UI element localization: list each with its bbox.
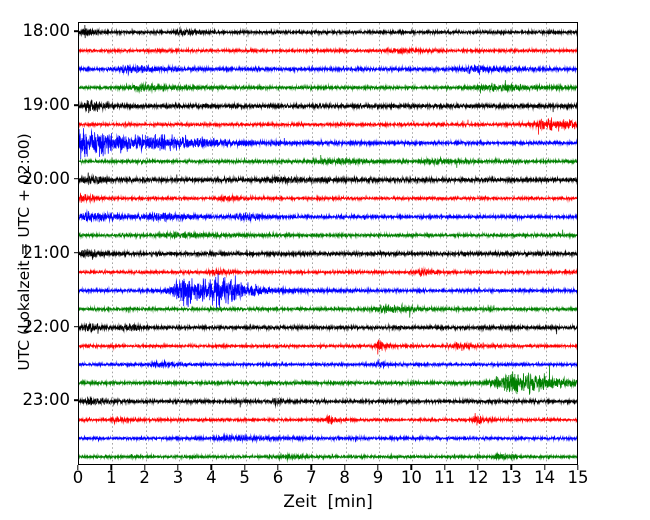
x-tick-label: 0 [72,468,84,487]
y-tick-mark [74,251,79,254]
x-tick-mark [543,465,546,470]
x-tick-label: 4 [206,468,217,487]
x-tick-mark [443,465,446,470]
x-tick-mark [77,465,79,470]
x-tick-mark [377,465,379,470]
x-tick-label: 6 [272,468,284,487]
x-tick-mark [110,465,113,470]
x-tick-mark [477,465,479,470]
x-tick-label: 13 [500,468,522,487]
x-tick-mark [343,465,346,470]
x-tick-mark [277,465,279,470]
x-tick-mark [143,465,146,470]
x-tick-label: 9 [372,468,384,487]
y-tick-label: 20:00 [22,168,70,188]
x-tick-mark [577,465,579,470]
y-tick-mark [74,399,79,402]
y-tick-label: 21:00 [22,242,70,262]
x-tick-mark [243,465,246,470]
x-tick-label: 12 [467,468,489,487]
x-tick-label: 2 [139,468,150,487]
x-tick-label: 1 [106,468,117,487]
y-tick-label: 23:00 [22,390,70,410]
x-tick-mark [210,465,213,470]
x-tick-mark [177,465,179,470]
x-tick-label: 7 [306,468,317,487]
x-tick-mark [510,465,513,470]
x-tick-label: 10 [400,468,422,487]
x-tick-label: 14 [534,468,556,487]
y-tick-mark [74,104,79,106]
x-tick-mark [310,465,313,470]
y-axis-ticks: 18:00 19:00 20:00 21:00 22:00 23:00 [0,0,70,520]
x-tick-label: 8 [339,468,350,487]
x-tick-mark [410,465,413,470]
y-axis-label: UTC (Lokalzeit = UTC + 02:00) [15,133,33,371]
y-tick-label: 19:00 [22,94,70,114]
y-tick-mark [74,30,79,33]
x-axis-label: Zeit [min] [283,492,373,512]
y-tick-mark [74,178,79,180]
y-tick-label: 18:00 [22,20,70,40]
y-tick-label: 22:00 [22,316,70,336]
x-tick-label: 15 [567,468,589,487]
x-tick-label: 3 [172,468,184,487]
plot-area [78,22,578,465]
y-tick-mark [74,325,79,328]
seismogram-traces-canvas [79,23,577,464]
x-tick-label: 11 [434,468,456,487]
x-tick-label: 5 [239,468,250,487]
